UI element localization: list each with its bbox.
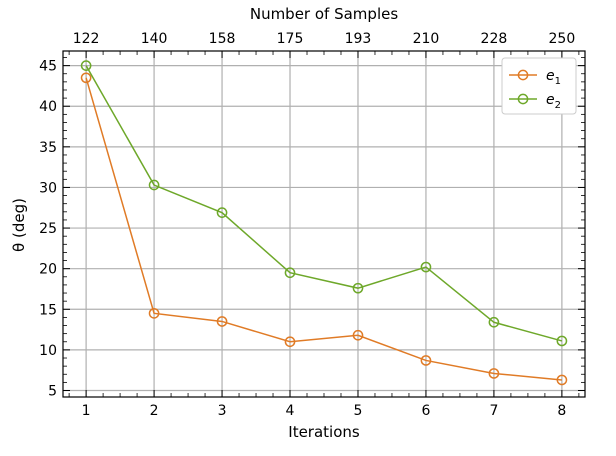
x-tick-label: 8	[557, 403, 566, 419]
data-point-e2	[148, 179, 160, 191]
x-tick-label: 3	[218, 403, 227, 419]
top-x-tick-label: 175	[277, 31, 304, 47]
series-layer	[80, 60, 568, 386]
x-tick-label: 4	[286, 403, 295, 419]
y-tick-label: 10	[39, 343, 57, 359]
data-point-e2	[80, 60, 92, 71]
x-tick-label: 2	[150, 403, 159, 419]
y-tick-label: 35	[39, 140, 57, 156]
series-line-e2	[85, 65, 563, 342]
x-tick-label: 7	[489, 403, 498, 419]
data-point-e1	[284, 336, 296, 348]
data-point-e2	[420, 261, 432, 273]
x-tick-label: 5	[354, 403, 363, 419]
data-point-e2	[556, 335, 568, 347]
legend-marker-e2	[517, 93, 529, 105]
data-point-e1	[80, 72, 92, 84]
top-x-tick-label: 140	[141, 31, 168, 47]
x-axis-title: Iterations	[288, 423, 360, 441]
top-x-tick-label: 158	[209, 31, 236, 47]
data-point-e2	[284, 267, 296, 279]
y-axis-title: θ (deg)	[10, 198, 28, 252]
top-x-tick-label: 228	[481, 31, 508, 47]
legend-subscript: 1	[555, 76, 561, 87]
y-tick-label: 25	[39, 221, 57, 237]
data-point-e1	[420, 355, 432, 366]
top-x-tick-label: 193	[345, 31, 372, 47]
legend-box	[501, 57, 577, 115]
data-point-e2	[352, 282, 364, 294]
legend-subscript: 2	[555, 100, 561, 111]
top-x-tick-label: 122	[73, 31, 100, 47]
y-tick-label: 30	[39, 180, 57, 196]
top-x-tick-label: 250	[549, 31, 576, 47]
data-point-e1	[148, 307, 160, 319]
data-point-e1	[488, 368, 500, 379]
data-point-e1	[556, 374, 568, 386]
x-tick-label: 6	[421, 403, 430, 419]
y-tick-label: 40	[39, 99, 57, 115]
data-point-e2	[488, 316, 500, 328]
labels-layer: 1122214031584175519362107228825051015202…	[39, 31, 575, 419]
data-point-e2	[216, 207, 228, 218]
series-line-e1	[85, 77, 562, 381]
y-tick-label: 5	[48, 384, 57, 400]
data-point-e1	[352, 329, 364, 341]
legend-marker-e1	[517, 69, 529, 81]
x-tick-label: 1	[82, 403, 91, 419]
grid-layer	[63, 51, 585, 397]
top-x-tick-label: 210	[413, 31, 440, 47]
data-point-e1	[216, 316, 228, 327]
y-tick-label: 15	[39, 302, 57, 318]
y-tick-label: 20	[39, 262, 57, 278]
top-axis-title: Number of Samples	[250, 5, 398, 23]
y-tick-label: 45	[39, 59, 57, 75]
axes-layer	[62, 50, 586, 398]
